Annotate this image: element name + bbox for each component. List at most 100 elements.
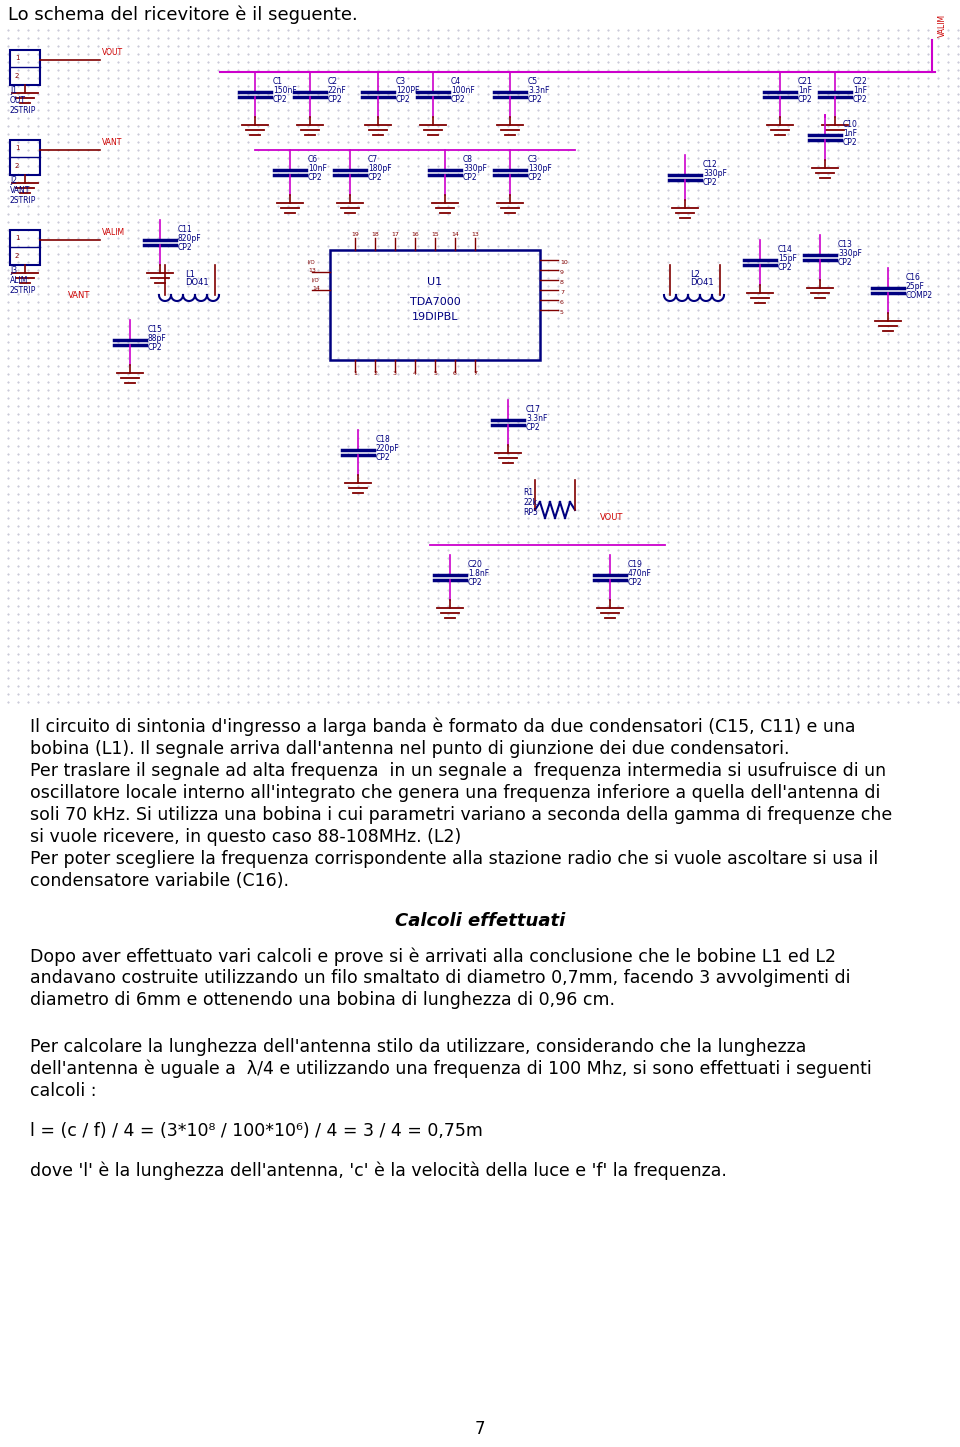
Text: CP2: CP2 <box>368 174 383 182</box>
Text: C8: C8 <box>463 155 473 164</box>
Text: 1: 1 <box>15 55 19 61</box>
Text: C3: C3 <box>528 155 539 164</box>
Text: 2: 2 <box>373 370 377 376</box>
Text: CP2: CP2 <box>838 258 852 268</box>
Text: 10: 10 <box>560 260 567 265</box>
Text: J1: J1 <box>10 85 17 96</box>
Text: 2STRIP: 2STRIP <box>10 106 36 114</box>
Text: 88pF: 88pF <box>148 334 167 343</box>
Text: CP2: CP2 <box>148 343 162 352</box>
Text: 1: 1 <box>15 145 19 150</box>
Text: soli 70 kHz. Si utilizza una bobina i cui parametri variano a seconda della gamm: soli 70 kHz. Si utilizza una bobina i cu… <box>30 806 892 823</box>
Text: ALIM: ALIM <box>10 276 29 285</box>
Text: 1nF: 1nF <box>798 85 812 96</box>
Text: Per calcolare la lunghezza dell'antenna stilo da utilizzare, considerando che la: Per calcolare la lunghezza dell'antenna … <box>30 1037 806 1056</box>
Text: OUT: OUT <box>10 96 26 106</box>
Text: R1: R1 <box>523 488 533 496</box>
Text: C4: C4 <box>451 77 461 85</box>
Text: 7: 7 <box>560 289 564 295</box>
Text: C19: C19 <box>628 560 643 569</box>
Text: 17: 17 <box>391 232 399 237</box>
Text: dell'antenna è uguale a  λ/4 e utilizzando una frequenza di 100 Mhz, si sono eff: dell'antenna è uguale a λ/4 e utilizzand… <box>30 1061 872 1078</box>
Text: 100nF: 100nF <box>451 85 475 96</box>
Text: I/O: I/O <box>312 278 320 284</box>
Text: C17: C17 <box>526 405 540 414</box>
Text: C21: C21 <box>798 77 813 85</box>
Text: 330pF: 330pF <box>838 249 862 258</box>
Text: CP2: CP2 <box>528 96 542 104</box>
Text: VOUT: VOUT <box>600 514 623 522</box>
Text: 3: 3 <box>393 370 397 376</box>
Text: J2: J2 <box>10 177 17 185</box>
Text: 220pF: 220pF <box>376 444 399 453</box>
Text: 1: 1 <box>15 234 19 242</box>
Text: 6: 6 <box>560 300 564 305</box>
Text: 330pF: 330pF <box>463 164 487 174</box>
Text: calcoli :: calcoli : <box>30 1082 97 1100</box>
Text: U1: U1 <box>427 276 443 287</box>
Text: 150nF: 150nF <box>273 85 297 96</box>
Text: 9: 9 <box>560 271 564 275</box>
Text: 180pF: 180pF <box>368 164 392 174</box>
Text: 820pF: 820pF <box>178 234 202 243</box>
Text: dove 'l' è la lunghezza dell'antenna, 'c' è la velocità della luce e 'f' la freq: dove 'l' è la lunghezza dell'antenna, 'c… <box>30 1162 727 1181</box>
Text: 22nF: 22nF <box>328 85 347 96</box>
Bar <box>10 51 40 85</box>
Text: CP2: CP2 <box>308 174 323 182</box>
Text: DO41: DO41 <box>690 278 713 287</box>
Text: Il circuito di sintonia d'ingresso a larga banda è formato da due condensatori (: Il circuito di sintonia d'ingresso a lar… <box>30 718 855 737</box>
Text: C22: C22 <box>853 77 868 85</box>
Text: 2STRIP: 2STRIP <box>10 195 36 205</box>
Text: CP2: CP2 <box>376 453 391 462</box>
Text: 3.3nF: 3.3nF <box>526 414 547 423</box>
Text: CP2: CP2 <box>396 96 411 104</box>
Text: 6: 6 <box>453 370 457 376</box>
Text: 15pF: 15pF <box>778 255 797 263</box>
Text: 7: 7 <box>473 370 477 376</box>
Text: 13: 13 <box>308 268 316 273</box>
Text: 25pF: 25pF <box>906 282 924 291</box>
Text: 2: 2 <box>15 72 19 80</box>
Text: 16: 16 <box>411 232 419 237</box>
Text: VANT: VANT <box>68 291 90 300</box>
Text: 5: 5 <box>433 370 437 376</box>
Text: diametro di 6mm e ottenendo una bobina di lunghezza di 0,96 cm.: diametro di 6mm e ottenendo una bobina d… <box>30 991 615 1009</box>
Text: si vuole ricevere, in questo caso 88-108MHz. (L2): si vuole ricevere, in questo caso 88-108… <box>30 828 461 846</box>
Text: 330pF: 330pF <box>703 169 727 178</box>
Text: 8: 8 <box>560 281 564 285</box>
Text: CP2: CP2 <box>778 263 793 272</box>
Text: C14: C14 <box>778 245 793 255</box>
Text: 2: 2 <box>15 164 19 169</box>
Text: 5: 5 <box>560 310 564 315</box>
Text: C16: C16 <box>906 273 921 282</box>
Text: 4: 4 <box>413 370 417 376</box>
Text: DO41: DO41 <box>185 278 208 287</box>
Text: Calcoli effettuati: Calcoli effettuati <box>395 912 565 930</box>
Text: 18: 18 <box>372 232 379 237</box>
Text: 130pF: 130pF <box>528 164 552 174</box>
Text: 1: 1 <box>353 370 357 376</box>
Text: C5: C5 <box>528 77 539 85</box>
Text: CP2: CP2 <box>178 243 193 252</box>
Text: 1nF: 1nF <box>843 129 857 137</box>
Text: C13: C13 <box>838 240 852 249</box>
Text: CP2: CP2 <box>468 577 483 587</box>
Text: C2: C2 <box>328 77 338 85</box>
Text: 15: 15 <box>431 232 439 237</box>
Text: 2STRIP: 2STRIP <box>10 287 36 295</box>
Text: CP2: CP2 <box>703 178 718 187</box>
Text: 22k: 22k <box>523 498 537 506</box>
Text: VALIM: VALIM <box>102 229 125 237</box>
Text: 120PF: 120PF <box>396 85 420 96</box>
Text: TDA7000: TDA7000 <box>410 297 461 307</box>
Text: l = (c / f) / 4 = (3*10⁸ / 100*10⁶) / 4 = 3 / 4 = 0,75m: l = (c / f) / 4 = (3*10⁸ / 100*10⁶) / 4 … <box>30 1121 483 1140</box>
Text: andavano costruite utilizzando un filo smaltato di diametro 0,7mm, facendo 3 avv: andavano costruite utilizzando un filo s… <box>30 969 851 987</box>
Text: Dopo aver effettuato vari calcoli e prove si è arrivati alla conclusione che le : Dopo aver effettuato vari calcoli e prov… <box>30 946 836 965</box>
Text: 3.3nF: 3.3nF <box>528 85 549 96</box>
Text: oscillatore locale interno all'integrato che genera una frequenza inferiore a qu: oscillatore locale interno all'integrato… <box>30 784 880 802</box>
Text: I/O: I/O <box>308 260 316 265</box>
Text: L2: L2 <box>690 271 700 279</box>
Text: C6: C6 <box>308 155 318 164</box>
Text: 470nF: 470nF <box>628 569 652 577</box>
Text: 14: 14 <box>312 287 320 291</box>
